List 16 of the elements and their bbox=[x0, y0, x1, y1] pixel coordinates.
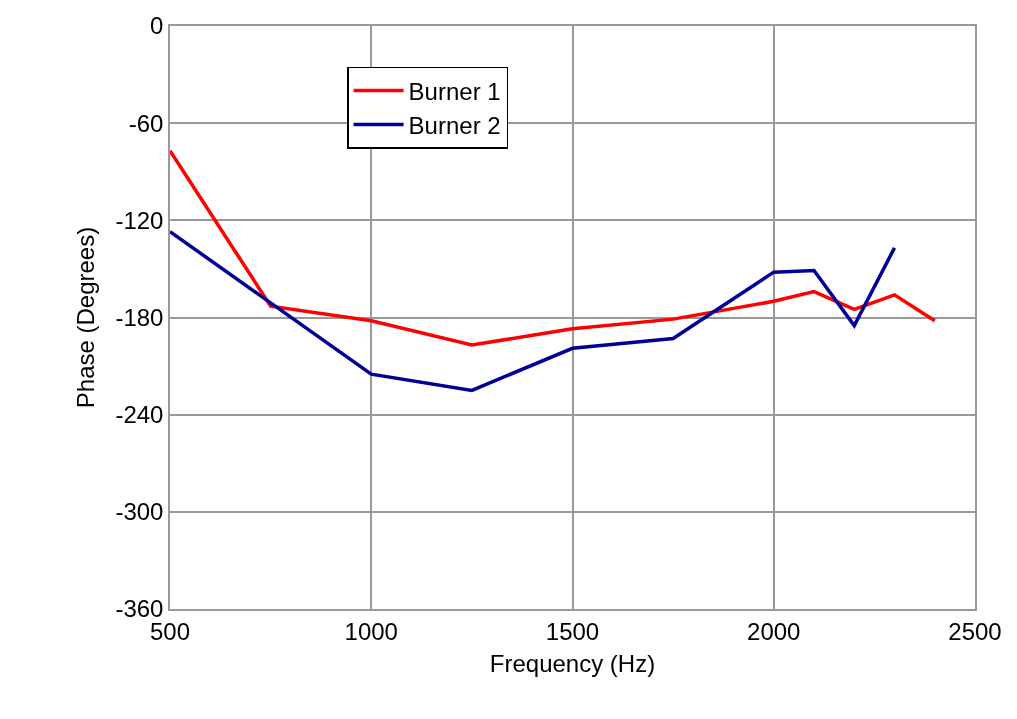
x-tick-label: 1000 bbox=[344, 617, 398, 645]
y-tick-label: -240 bbox=[115, 401, 164, 429]
y-axis-title: Phase (Degrees) bbox=[72, 226, 99, 409]
y-tick-label: -60 bbox=[128, 109, 164, 137]
y-tick-label: -180 bbox=[115, 303, 164, 331]
x-tick-label: 1500 bbox=[545, 617, 600, 645]
x-tick-label: 2000 bbox=[747, 617, 801, 645]
x-axis-title: Frequency (Hz) bbox=[489, 650, 656, 678]
y-tick-label: 0 bbox=[150, 12, 164, 40]
x-tick-label: 2500 bbox=[948, 617, 1002, 645]
line-series bbox=[170, 148, 937, 347]
legend-label: Burner 2 bbox=[408, 111, 501, 139]
y-tick-label: -300 bbox=[115, 498, 164, 526]
line-series bbox=[170, 229, 897, 393]
y-tick-label: -120 bbox=[115, 206, 164, 234]
legend-label: Burner 1 bbox=[408, 77, 501, 105]
